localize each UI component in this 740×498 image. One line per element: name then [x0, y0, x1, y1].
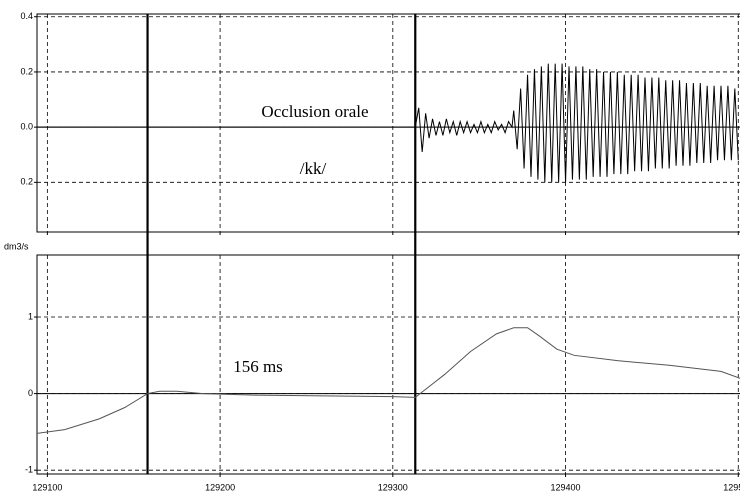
annotation: Occlusion orale — [261, 102, 368, 121]
x-tick-label: 129200 — [205, 482, 235, 492]
y-tick-label: 0.2 — [20, 177, 33, 187]
plot-frame — [36, 13, 740, 233]
x-tick-label: 129300 — [378, 482, 408, 492]
y-axis-label: dm3/s — [4, 241, 29, 251]
y-tick-label: 0.2 — [20, 66, 33, 76]
annotation: /kk/ — [300, 159, 327, 178]
x-tick-label: 129100 — [32, 482, 62, 492]
plot-frame — [36, 254, 740, 475]
signal-line — [36, 327, 740, 434]
annotation: 156 ms — [233, 357, 283, 376]
y-tick-label: 0.4 — [20, 11, 33, 21]
signal-line — [37, 63, 739, 183]
y-tick-label: -1 — [25, 465, 33, 475]
y-tick-label: 1 — [28, 311, 33, 321]
y-tick-label: 0.0 — [20, 122, 33, 132]
x-tick-label: 129400 — [551, 482, 581, 492]
x-tick-label: 129500 — [723, 482, 740, 492]
y-tick-label: 0 — [28, 388, 33, 398]
